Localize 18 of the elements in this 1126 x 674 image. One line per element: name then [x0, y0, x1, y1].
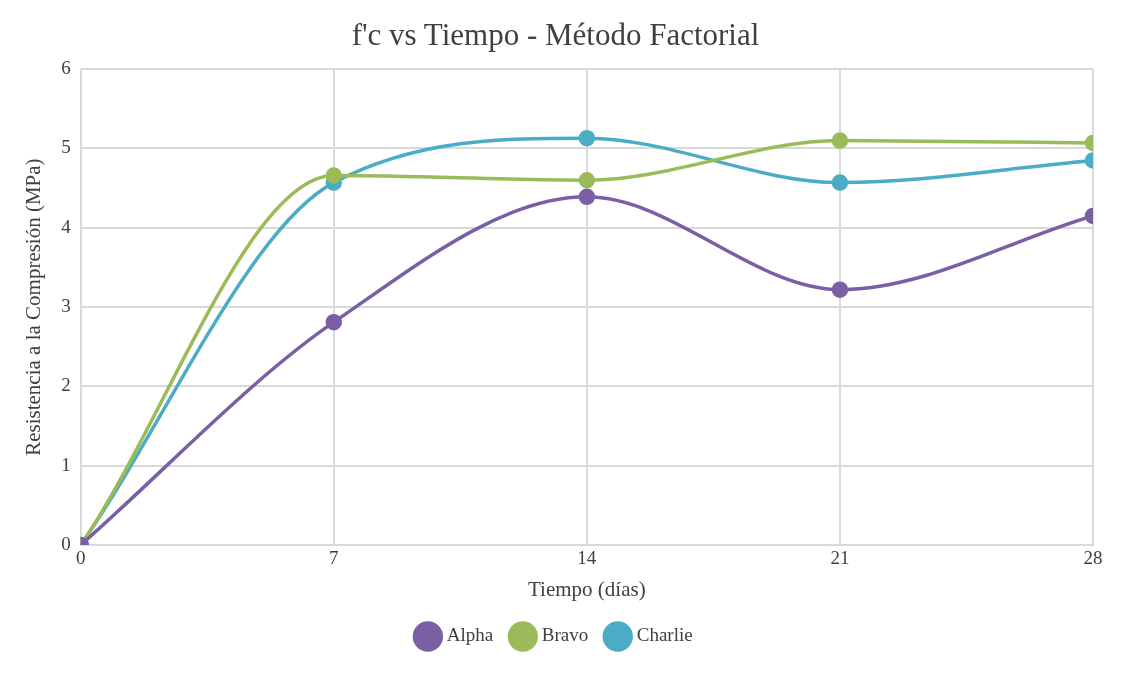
x-tick-label: 28	[1083, 547, 1103, 569]
x-tick-label: 21	[830, 547, 850, 569]
y-tick-label: 2	[61, 374, 71, 396]
y-tick-label: 3	[61, 295, 71, 317]
y-axis-title: Resistencia a la Compresión (MPa)	[21, 158, 46, 456]
x-tick-label: 0	[75, 547, 86, 569]
x-tick-label: 14	[577, 547, 597, 569]
y-tick-label: 5	[61, 136, 71, 158]
y-tick-label: 4	[61, 215, 72, 237]
legend-label: Alpha	[446, 624, 494, 646]
x-tick-label: 7	[329, 547, 339, 569]
x-axis-title: Tiempo (días)	[528, 576, 646, 601]
y-tick-label: 1	[61, 453, 71, 475]
y-tick-label: 6	[61, 57, 71, 79]
legend-label: Charlie	[636, 624, 693, 646]
legend-label: Bravo	[541, 624, 589, 646]
y-tick-label: 0	[61, 532, 71, 554]
chart-title: f'c vs Tiempo - Método Factorial	[351, 16, 760, 52]
